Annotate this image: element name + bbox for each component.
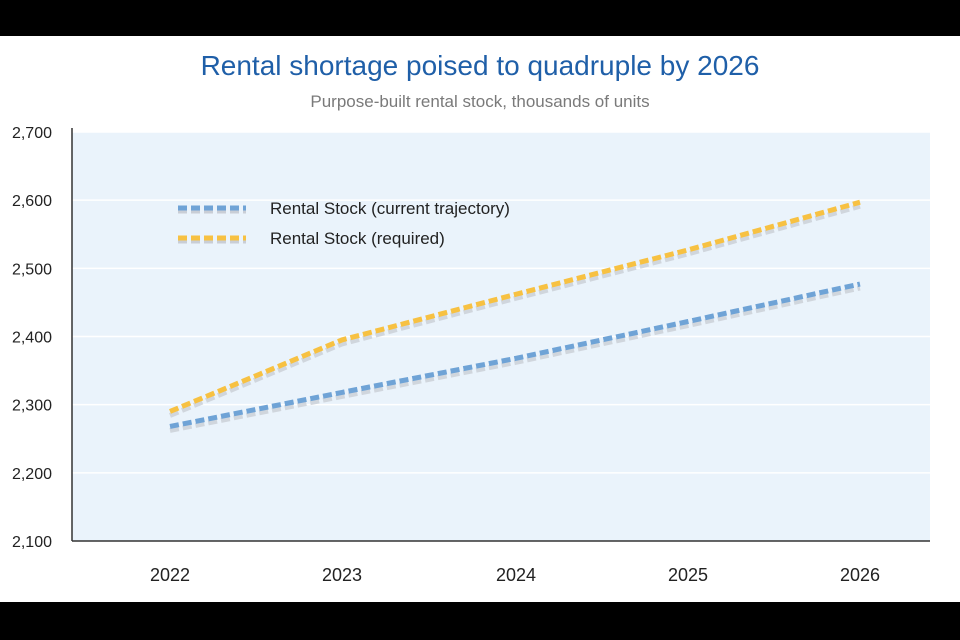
y-tick-label: 2,200 bbox=[12, 466, 52, 483]
chart-frame: Rental shortage poised to quadruple by 2… bbox=[0, 36, 960, 602]
x-tick-label: 2022 bbox=[150, 565, 190, 585]
x-tick-label: 2026 bbox=[840, 565, 880, 585]
y-tick-label: 2,700 bbox=[12, 125, 52, 142]
x-tick-label: 2025 bbox=[668, 565, 708, 585]
y-tick-label: 2,500 bbox=[12, 261, 52, 278]
y-axis-ticks: 2,100 2,200 2,300 2,400 2,500 2,600 2,700 bbox=[12, 125, 52, 551]
line-chart: 2,100 2,200 2,300 2,400 2,500 2,600 2,700 2022… bbox=[12, 125, 930, 585]
chart-subtitle: Purpose-built rental stock, thousands of… bbox=[310, 92, 650, 111]
legend: Rental Stock (current trajectory) Rental … bbox=[178, 199, 510, 248]
chart-title: Rental shortage poised to quadruple by 2… bbox=[200, 50, 760, 81]
y-tick-label: 2,300 bbox=[12, 398, 52, 415]
gridlines bbox=[72, 131, 930, 474]
x-axis-ticks: 2022 2023 2024 2025 2026 bbox=[150, 565, 880, 585]
series-shadow bbox=[169, 203, 861, 418]
y-tick-label: 2,400 bbox=[12, 330, 52, 347]
legend-label: Rental Stock (required) bbox=[270, 229, 445, 248]
x-tick-label: 2024 bbox=[496, 565, 536, 585]
y-tick-label: 2,600 bbox=[12, 193, 52, 210]
y-tick-label: 2,100 bbox=[12, 534, 52, 551]
legend-label: Rental Stock (current trajectory) bbox=[270, 199, 510, 218]
series-lines bbox=[169, 199, 861, 433]
axes bbox=[71, 128, 930, 542]
x-tick-label: 2023 bbox=[322, 565, 362, 585]
series-shadow bbox=[169, 285, 861, 433]
